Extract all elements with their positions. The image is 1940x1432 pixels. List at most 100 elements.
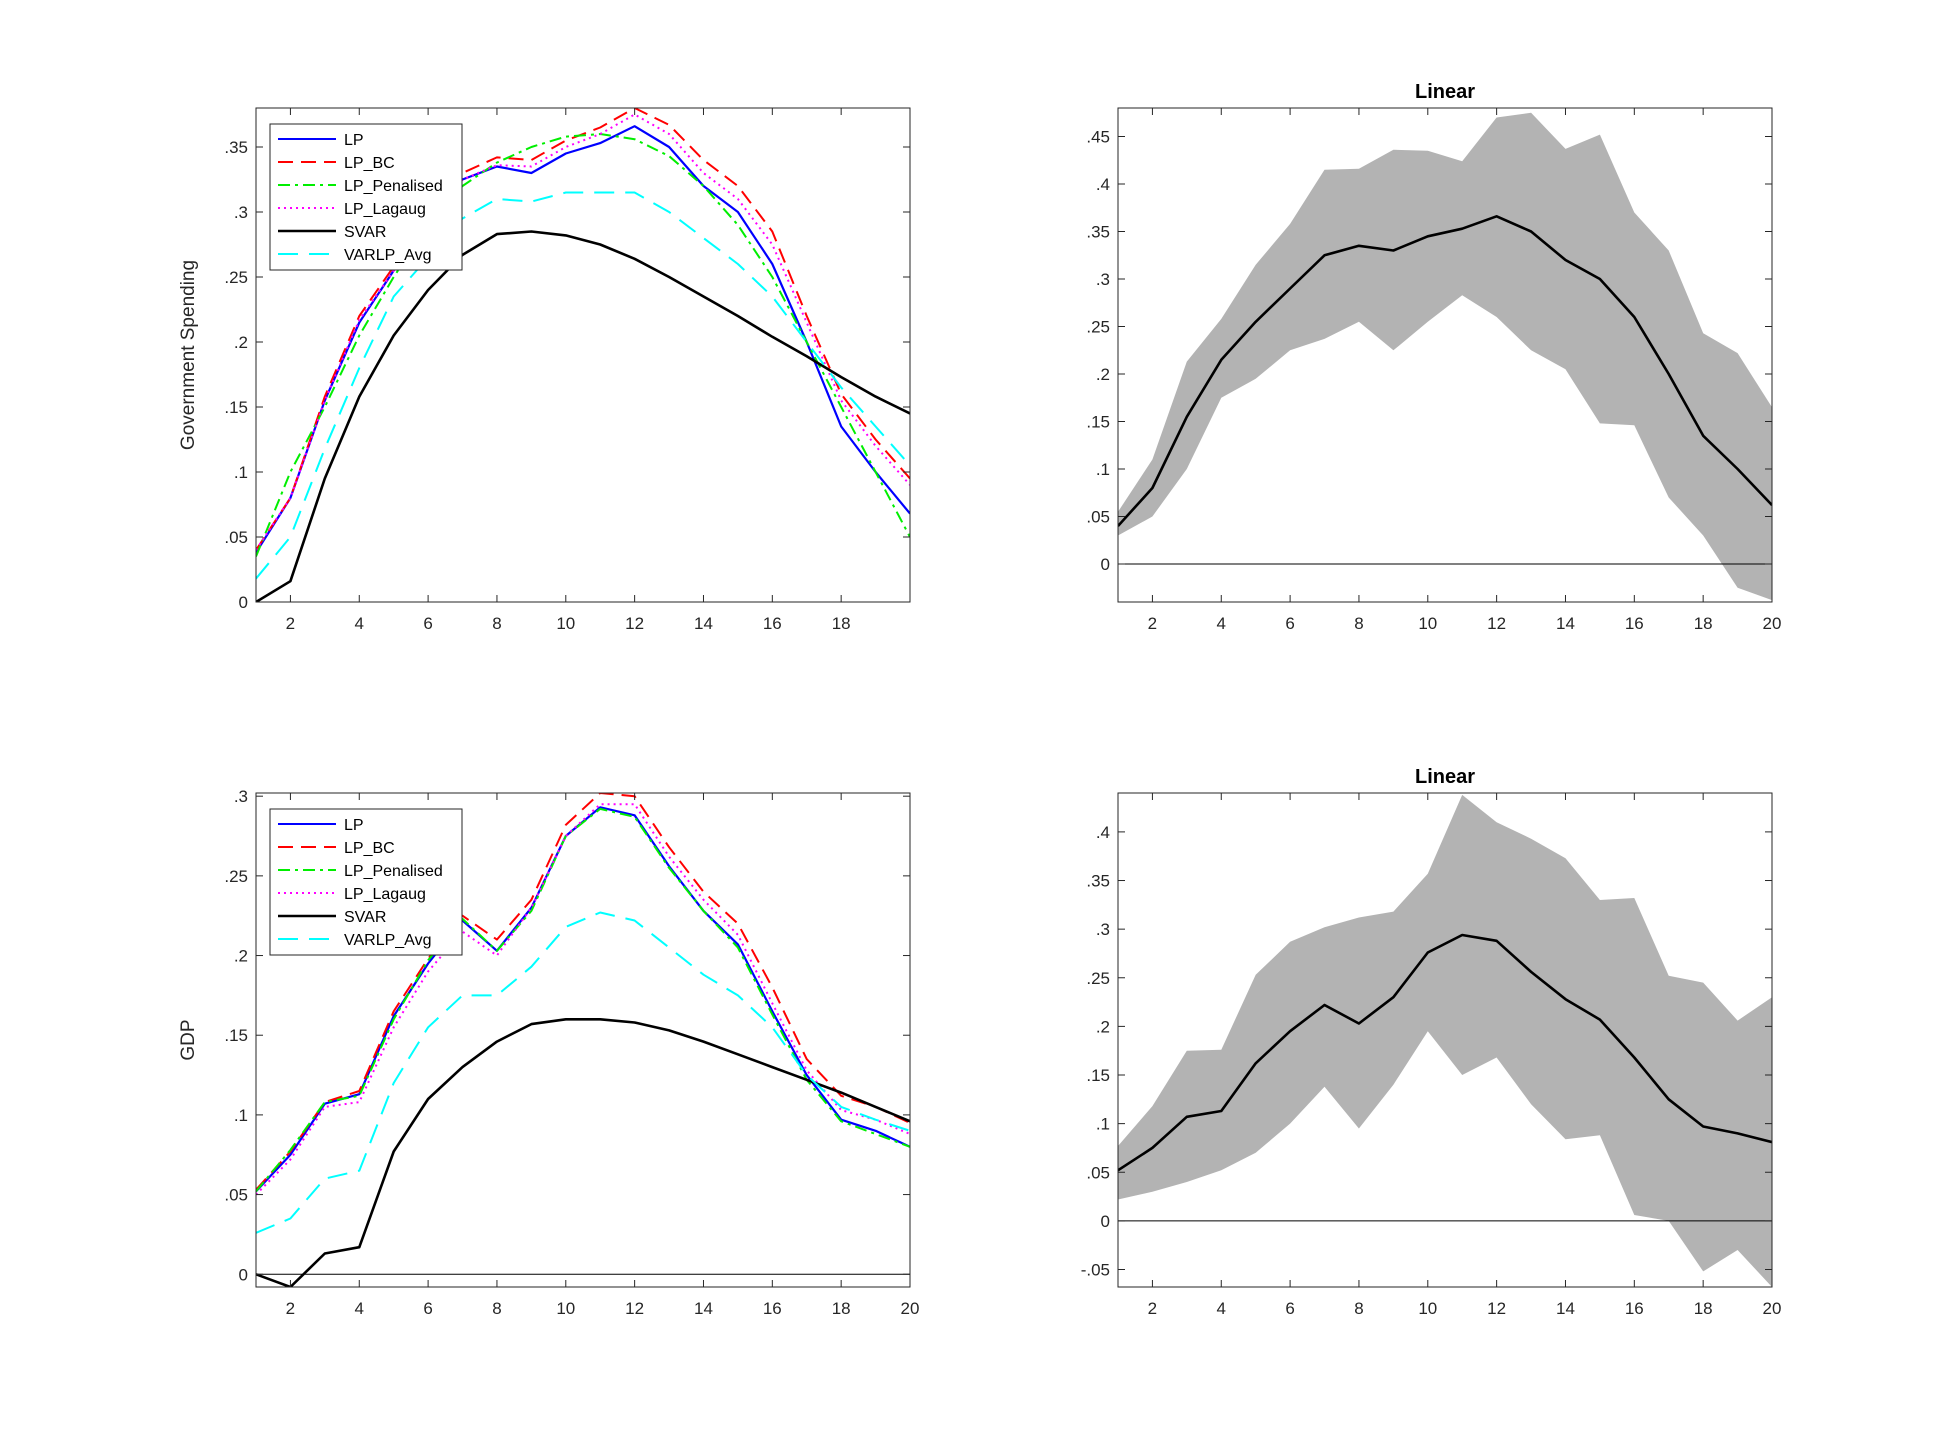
legend: LP LP_BC LP_Penalised LP_Lagaug SVAR VARLP_Av… bbox=[269, 123, 463, 271]
y-tick-label: .15 bbox=[224, 1026, 248, 1045]
legend-box bbox=[269, 808, 463, 956]
y-tick-label: .4 bbox=[1096, 175, 1110, 194]
x-tick-label: 2 bbox=[286, 614, 295, 633]
legend-label: SVAR bbox=[344, 224, 386, 241]
y-tick-label: .4 bbox=[1096, 823, 1110, 842]
panel-2: 2 4 6 8 10 12 14 16 18 20 0 .05 .1 .15 .2 .25 .3 .35 .4 .45… bbox=[1086, 81, 1781, 633]
y-axis-label: Government Spending bbox=[178, 260, 199, 450]
series-line-varlp-avg bbox=[256, 191, 910, 580]
y-tick-label: .35 bbox=[224, 138, 248, 157]
x-tick-label: 6 bbox=[1285, 614, 1294, 633]
x-tick-label: 16 bbox=[763, 614, 782, 633]
x-tick-label: 10 bbox=[1418, 1299, 1437, 1318]
legend-label: LP_Penalised bbox=[344, 863, 443, 880]
y-tick-label: .2 bbox=[1096, 365, 1110, 384]
confidence-band bbox=[1118, 794, 1772, 1287]
y-tick-label: .05 bbox=[224, 1186, 248, 1205]
plot-data bbox=[256, 108, 910, 602]
x-tick-label: 12 bbox=[625, 614, 644, 633]
series-line-lp bbox=[256, 125, 910, 554]
x-tick-label: 18 bbox=[1694, 614, 1713, 633]
plot-data bbox=[1118, 794, 1772, 1287]
legend-label: LP_Penalised bbox=[344, 178, 443, 195]
legend-label: VARLP_Avg bbox=[344, 932, 431, 949]
y-tick-label: -.05 bbox=[1081, 1260, 1110, 1279]
y-tick-label: 0 bbox=[1101, 1212, 1110, 1231]
x-tick-label: 12 bbox=[1487, 614, 1506, 633]
plot-data bbox=[1118, 112, 1772, 601]
series-line-svar bbox=[256, 1017, 910, 1287]
series-line-lp-penalised bbox=[256, 807, 910, 1193]
legend-label: LP_Lagaug bbox=[344, 201, 426, 218]
panel-title: Linear bbox=[1415, 81, 1475, 103]
x-tick-label: 10 bbox=[556, 614, 575, 633]
legend-label: LP_BC bbox=[344, 155, 395, 172]
legend-label: LP_Lagaug bbox=[344, 886, 426, 903]
x-tick-label: 10 bbox=[1418, 614, 1437, 633]
y-tick-label: .25 bbox=[224, 867, 248, 886]
y-tick-label: .25 bbox=[1086, 969, 1110, 988]
series-line-lp-bc bbox=[256, 108, 910, 551]
y-tick-label: .3 bbox=[1096, 920, 1110, 939]
y-tick-label: .35 bbox=[1086, 872, 1110, 891]
x-tick-label: 16 bbox=[1625, 614, 1644, 633]
axes-box bbox=[255, 792, 911, 1288]
x-tick-label: 14 bbox=[1556, 614, 1575, 633]
x-tick-label: 18 bbox=[1694, 1299, 1713, 1318]
y-tick-label: .2 bbox=[234, 333, 248, 352]
x-tick-label: 4 bbox=[1217, 1299, 1226, 1318]
legend-label: VARLP_Avg bbox=[344, 247, 431, 264]
series-line-varlp-avg bbox=[256, 911, 910, 1234]
x-tick-label: 4 bbox=[355, 614, 364, 633]
y-tick-label: .1 bbox=[1096, 1115, 1110, 1134]
y-tick-label: .3 bbox=[1096, 270, 1110, 289]
y-tick-label: .15 bbox=[224, 398, 248, 417]
x-tick-label: 12 bbox=[625, 1299, 644, 1318]
plot-data bbox=[256, 793, 910, 1287]
y-tick-label: 0 bbox=[1101, 555, 1110, 574]
x-tick-label: 8 bbox=[1354, 614, 1363, 633]
series-line-lp-penalised bbox=[256, 133, 910, 557]
legend-label: LP_BC bbox=[344, 840, 395, 857]
x-tick-label: 2 bbox=[1148, 614, 1157, 633]
confidence-band bbox=[1118, 112, 1772, 601]
y-tick-label: .25 bbox=[224, 268, 248, 287]
estimate-line bbox=[1118, 215, 1772, 527]
series-line-svar bbox=[256, 230, 910, 602]
x-tick-label: 14 bbox=[694, 614, 713, 633]
x-tick-label: 4 bbox=[1217, 614, 1226, 633]
x-tick-label: 14 bbox=[1556, 1299, 1575, 1318]
y-tick-label: .25 bbox=[1086, 318, 1110, 337]
series-line-lp-bc bbox=[256, 793, 910, 1191]
x-tick-label: 20 bbox=[901, 1299, 920, 1318]
x-tick-label: 6 bbox=[423, 1299, 432, 1318]
y-tick-label: .35 bbox=[1086, 223, 1110, 242]
axes-box bbox=[255, 107, 911, 603]
y-axis-label: GDP bbox=[178, 1019, 199, 1060]
estimate-line bbox=[1118, 933, 1772, 1172]
x-tick-label: 4 bbox=[355, 1299, 364, 1318]
y-tick-label: .05 bbox=[1086, 508, 1110, 527]
x-tick-label: 16 bbox=[763, 1299, 782, 1318]
y-tick-label: .45 bbox=[1086, 128, 1110, 147]
x-tick-label: 12 bbox=[1487, 1299, 1506, 1318]
x-tick-label: 20 bbox=[1763, 1299, 1782, 1318]
y-tick-label: .1 bbox=[234, 1106, 248, 1125]
x-tick-label: 10 bbox=[556, 1299, 575, 1318]
y-tick-label: .3 bbox=[234, 787, 248, 806]
axes-box bbox=[1117, 107, 1773, 603]
panel-1: 2 4 6 8 10 12 14 16 18 0 .05 .1 .15 .2 .25 .3 .35 Governm… bbox=[178, 107, 911, 633]
x-tick-label: 14 bbox=[694, 1299, 713, 1318]
x-tick-label: 2 bbox=[286, 1299, 295, 1318]
x-tick-label: 2 bbox=[1148, 1299, 1157, 1318]
y-tick-label: .1 bbox=[1096, 460, 1110, 479]
panel-4: 2 4 6 8 10 12 14 16 18 20 -.05 0 .05 .1 .15 .2 .25 .3 .35.… bbox=[1081, 766, 1782, 1318]
y-tick-label: .1 bbox=[234, 463, 248, 482]
y-tick-label: 0 bbox=[239, 593, 248, 612]
y-tick-label: .15 bbox=[1086, 1066, 1110, 1085]
legend-label: LP bbox=[344, 132, 364, 149]
y-tick-label: .05 bbox=[224, 528, 248, 547]
legend-box bbox=[269, 123, 463, 271]
x-tick-label: 20 bbox=[1763, 614, 1782, 633]
